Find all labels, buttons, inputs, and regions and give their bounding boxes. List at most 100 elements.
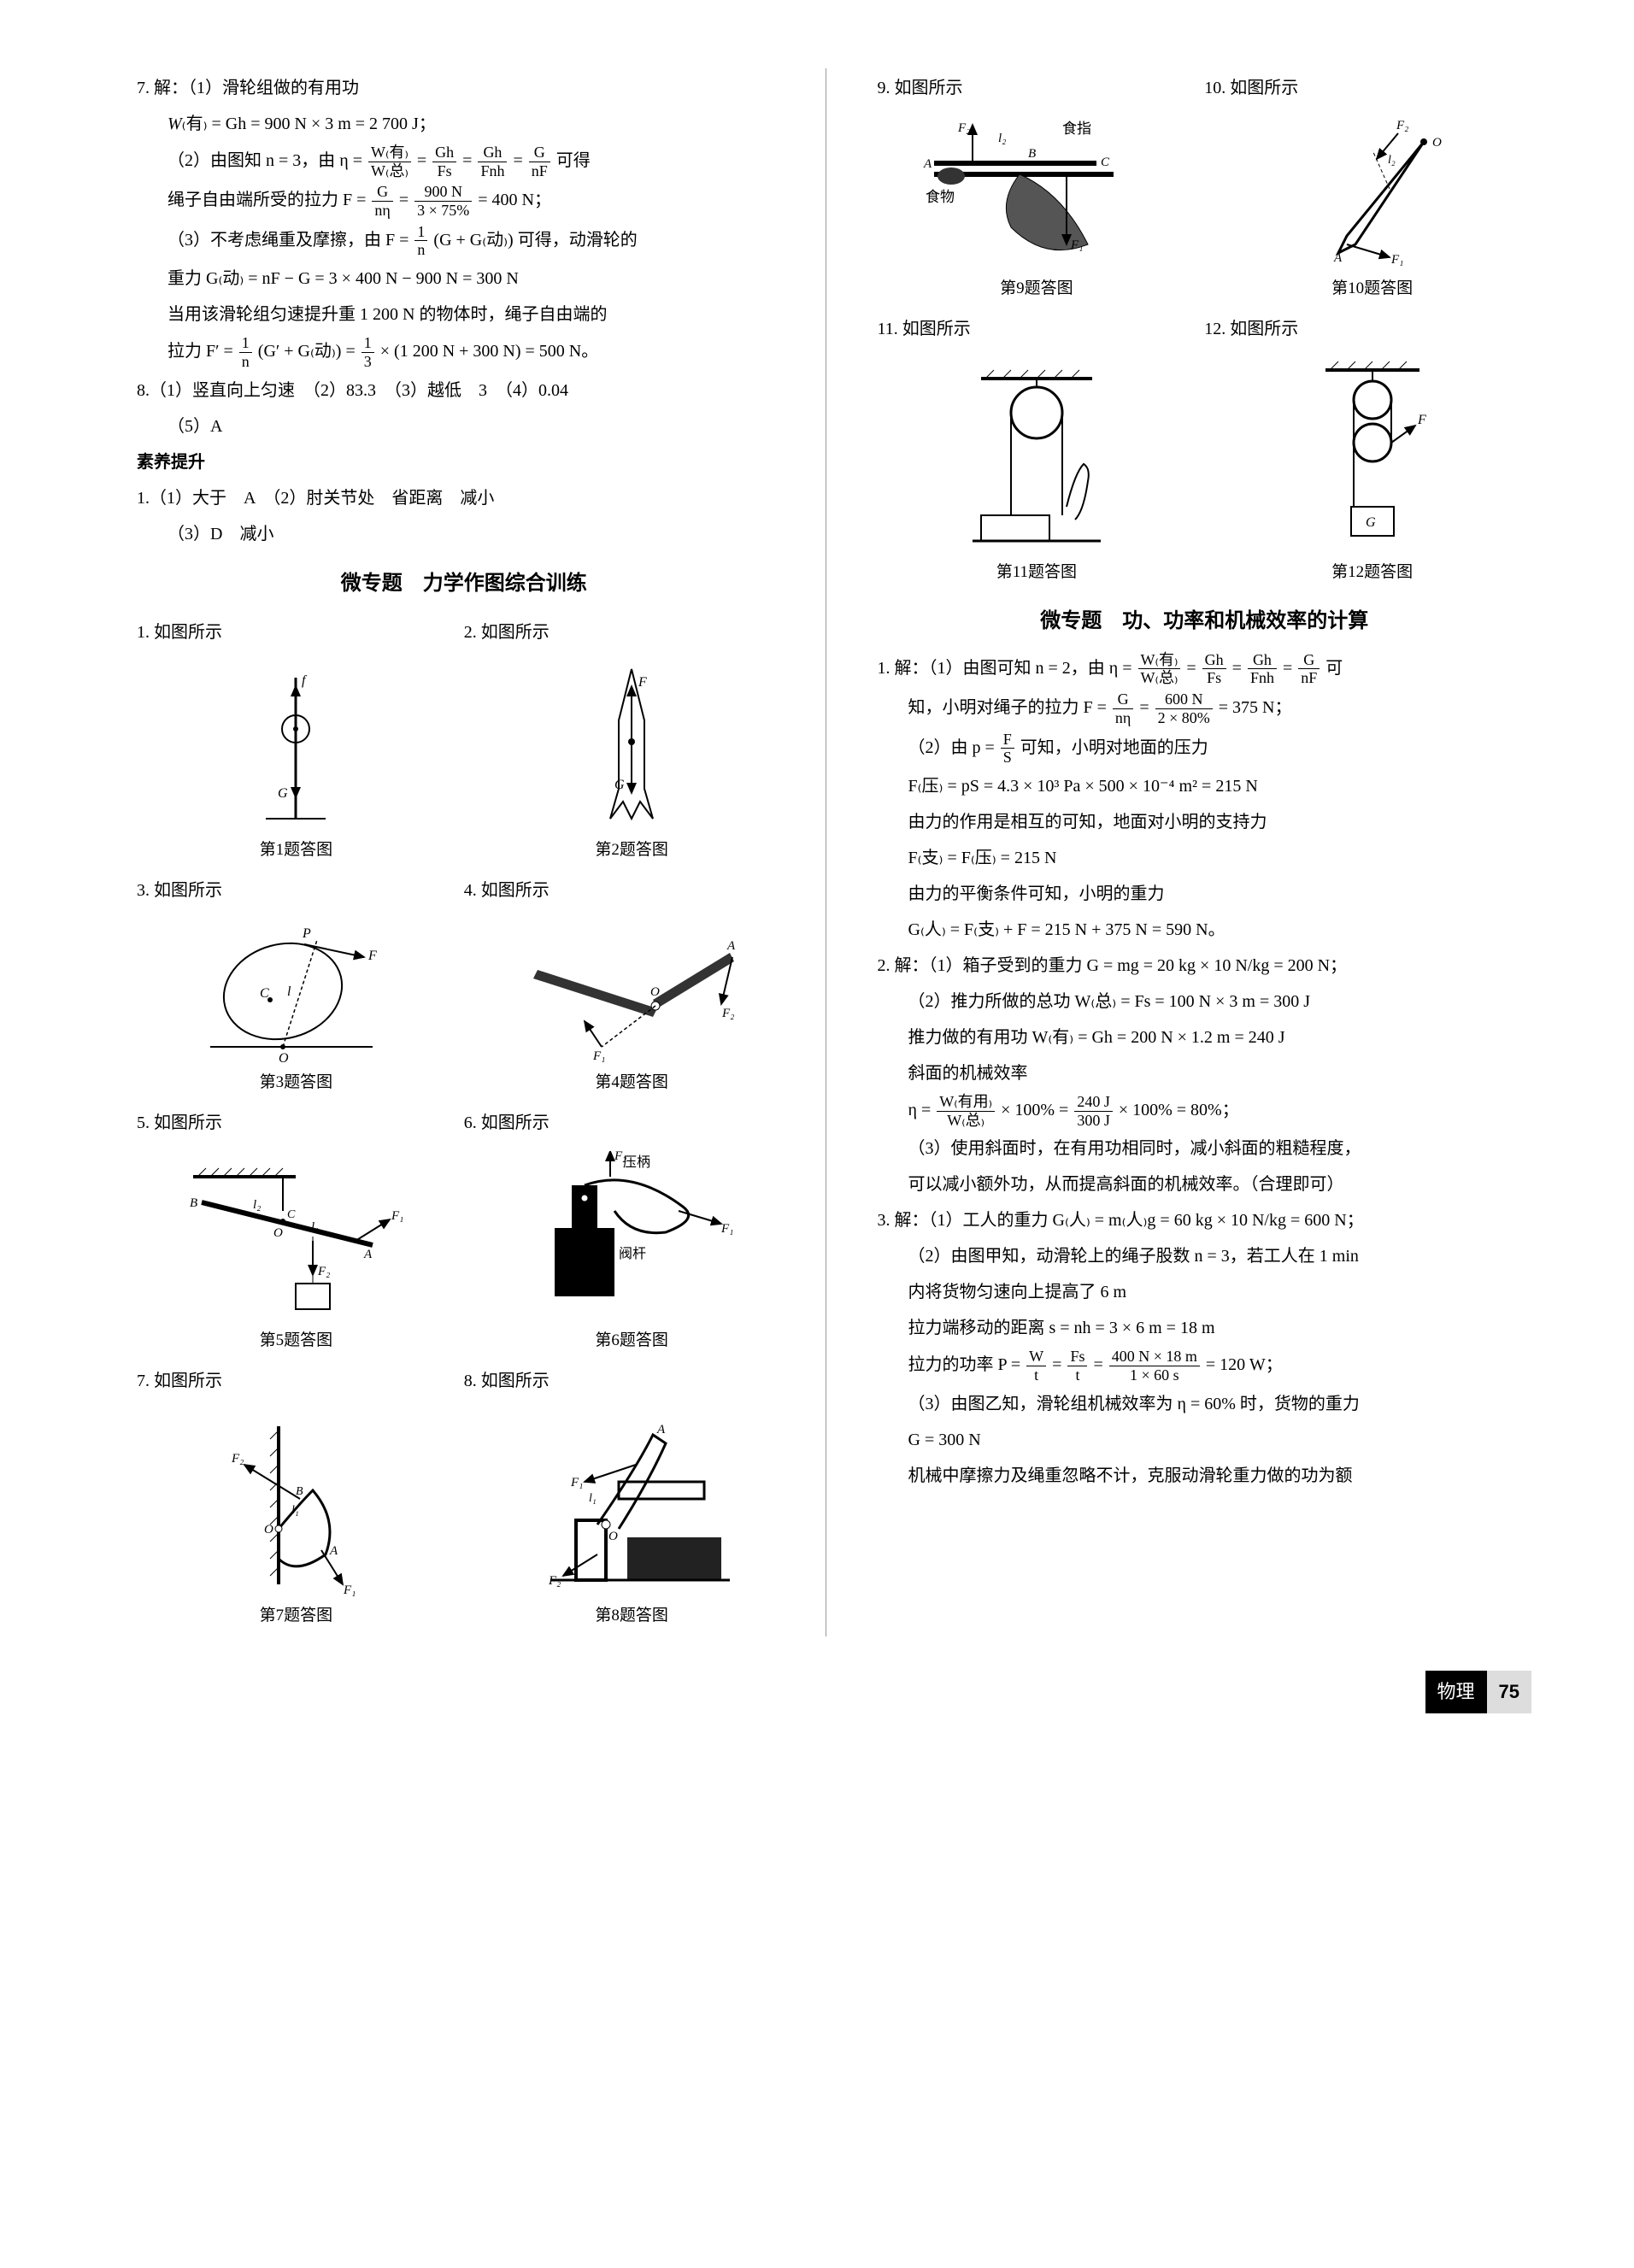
svg-text:l₂: l₂ [1388, 154, 1396, 167]
rq2-l3: 推力做的有用功 W₍有₎ = Gh = 200 N × 1.2 m = 240 … [878, 1021, 1532, 1054]
svg-text:A: A [923, 157, 932, 171]
fig11: 第11题答图 [878, 366, 1196, 588]
rq1-l3: （2）由 p = FS 可知，小明对地面的压力 [878, 731, 1532, 767]
rq1-l2: 知，小明对绳子的拉力 F = Gnη = 600 N2 × 80% = 375 … [878, 690, 1532, 726]
svg-text:l: l [287, 984, 291, 999]
svg-text:F₂: F₂ [1396, 119, 1408, 132]
svg-text:O: O [1432, 136, 1442, 150]
svg-text:l₂: l₂ [253, 1198, 261, 1212]
svg-text:G: G [1366, 515, 1376, 530]
page-number: 75 [1487, 1671, 1531, 1713]
fig12: F G 第12题答图 [1213, 357, 1531, 588]
svg-text:O: O [608, 1530, 618, 1543]
svg-text:F₁: F₁ [1390, 253, 1403, 267]
svg-text:F₂: F₂ [957, 121, 970, 135]
fig1-cap: 第1题答图 [137, 835, 456, 866]
fig5: B l₂ l₁ O C F₁ A F₂ 第5题答图 [137, 1160, 456, 1356]
fig10-head: 10. 如图所示 [1204, 72, 1531, 104]
rq3-l7: G = 300 N [878, 1424, 1532, 1456]
rq2-l4: 斜面的机械效率 [878, 1057, 1532, 1090]
svg-text:F: F [367, 949, 377, 963]
fig8: O l₁ F₁ A F₂ 第8题答图 [473, 1409, 791, 1631]
svg-text:B: B [190, 1196, 197, 1210]
rq1-l8: G₍人₎ = F₍支₎ + F = 215 N + 375 N = 590 N。 [878, 914, 1532, 946]
rq2-l6: （3）使用斜面时，在有用功相同时，减小斜面的粗糙程度， [878, 1132, 1532, 1165]
rq2-l5: η = W₍有用₎W₍总₎ × 100% = 240 J300 J × 100%… [878, 1093, 1532, 1129]
fig12-head: 12. 如图所示 [1204, 313, 1531, 345]
rq1-l5: 由力的作用是相互的可知，地面对小明的支持力 [878, 806, 1532, 838]
fig1: f G 第1题答图 [137, 669, 456, 866]
fig6: O F₂ 压柄 F₁ 阀杆 第6题答图 [473, 1151, 791, 1356]
svg-text:O: O [273, 1226, 283, 1240]
right-column: 9. 如图所示 10. 如图所示 A B C F₂ l₂ F₁ 食指 [869, 68, 1532, 1636]
svg-text:食指: 食指 [1062, 120, 1091, 137]
microtopic2-title: 微专题 功、功率和机械效率的计算 [878, 602, 1532, 641]
subject-badge: 物理 [1425, 1671, 1487, 1713]
sy-l1: 1.（1）大于 A （2）肘关节处 省距离 减小 [137, 482, 791, 514]
svg-text:B: B [296, 1485, 303, 1498]
svg-text:C: C [260, 986, 269, 1001]
svg-text:F₁: F₁ [720, 1222, 733, 1236]
svg-text:F₁: F₁ [1070, 238, 1083, 252]
svg-text:C: C [287, 1208, 296, 1221]
rq3-l5: 拉力的功率 P = Wt = Fst = 400 N × 18 m1 × 60 … [878, 1348, 1532, 1384]
svg-text:l₁: l₁ [291, 1504, 299, 1517]
svg-text:A: A [363, 1248, 373, 1261]
svg-text:P: P [302, 926, 311, 941]
q8-l2: （5）A [137, 410, 791, 443]
fig7: O l₁ F₂ B F₁ A 第7题答图 [137, 1418, 456, 1631]
fig9-cap: 第9题答图 [878, 273, 1196, 304]
svg-text:阀杆: 阀杆 [619, 1246, 646, 1261]
svg-text:B: B [1028, 147, 1036, 161]
rq3-l8: 机械中摩擦力及绳重忽略不计，克服动滑轮重力做的功为额 [878, 1460, 1532, 1492]
fig2-cap: 第2题答图 [473, 835, 791, 866]
microtopic1-title: 微专题 力学作图综合训练 [137, 564, 791, 603]
fig4-head: 4. 如图所示 [464, 874, 791, 907]
fig3-cap: 第3题答图 [137, 1067, 456, 1098]
rq3-l2: （2）由图甲知，动滑轮上的绳子股数 n = 3，若工人在 1 min [878, 1240, 1532, 1272]
fig11-head: 11. 如图所示 [878, 313, 1205, 345]
rq3-l3: 内将货物匀速向上提高了 6 m [878, 1276, 1532, 1308]
q7-l3: 绳子自由端所受的拉力 F = Gnη = 900 N3 × 75% = 400 … [137, 183, 791, 219]
svg-text:F₁: F₁ [592, 1049, 605, 1063]
fig8-cap: 第8题答图 [473, 1601, 791, 1631]
fig3-head: 3. 如图所示 [137, 874, 464, 907]
rq3-l1: 3. 解：（1）工人的重力 G₍人₎ = m₍人₎g = 60 kg × 10 … [878, 1204, 1532, 1237]
rq1-l1: 1. 解：（1）由图可知 n = 2，由 η = W₍有₎W₍总₎ = GhFs… [878, 651, 1532, 687]
fig2-head: 2. 如图所示 [464, 616, 791, 649]
svg-text:l₂: l₂ [998, 132, 1006, 145]
fig12-cap: 第12题答图 [1213, 557, 1531, 588]
fig5-cap: 第5题答图 [137, 1325, 456, 1356]
svg-text:A: A [1333, 251, 1343, 265]
q7-l1: W₍有₎ = Gh = 900 N × 3 m = 2 700 J； [137, 108, 791, 140]
svg-text:F₂: F₂ [721, 1007, 734, 1020]
svg-text:G: G [278, 786, 288, 801]
rq2-l7: 可以减小额外功，从而提高斜面的机械效率。（合理即可） [878, 1168, 1532, 1201]
svg-text:A: A [656, 1423, 666, 1437]
fig7-cap: 第7题答图 [137, 1601, 456, 1631]
fig9-head: 9. 如图所示 [878, 72, 1205, 104]
fig1-head: 1. 如图所示 [137, 616, 464, 649]
svg-text:f: f [302, 673, 308, 688]
svg-text:F₂: F₂ [231, 1452, 244, 1466]
rq3-l4: 拉力端移动的距离 s = nh = 3 × 6 m = 18 m [878, 1312, 1532, 1344]
fig9: A B C F₂ l₂ F₁ 食指 食物 第9题答图 [878, 116, 1196, 304]
rq1-l7: 由力的平衡条件可知，小明的重力 [878, 878, 1532, 910]
svg-text:G: G [614, 778, 625, 792]
svg-text:食物: 食物 [926, 189, 955, 205]
rq1-l6: F₍支₎ = F₍压₎ = 215 N [878, 842, 1532, 874]
svg-text:C: C [1101, 156, 1110, 169]
svg-text:F₂: F₂ [317, 1265, 330, 1278]
svg-text:O: O [264, 1523, 273, 1536]
svg-text:A: A [329, 1544, 338, 1558]
q7-l6: 当用该滑轮组匀速提升重 1 200 N 的物体时，绳子自由端的 [137, 298, 791, 331]
svg-text:F₁: F₁ [391, 1209, 403, 1223]
fig6-cap: 第6题答图 [473, 1325, 791, 1356]
suyang-title: 素养提升 [137, 446, 791, 479]
fig4: O F₁ F₂ A 第4题答图 [473, 927, 791, 1098]
svg-text:l₁: l₁ [589, 1492, 597, 1505]
q7-l5: 重力 G₍动₎ = nF − G = 3 × 400 N − 900 N = 3… [137, 262, 791, 295]
q7-head: 7. 解：（1）滑轮组做的有用功 [137, 72, 791, 104]
fig6-head: 6. 如图所示 [464, 1107, 791, 1139]
svg-text:F₁: F₁ [343, 1583, 356, 1597]
